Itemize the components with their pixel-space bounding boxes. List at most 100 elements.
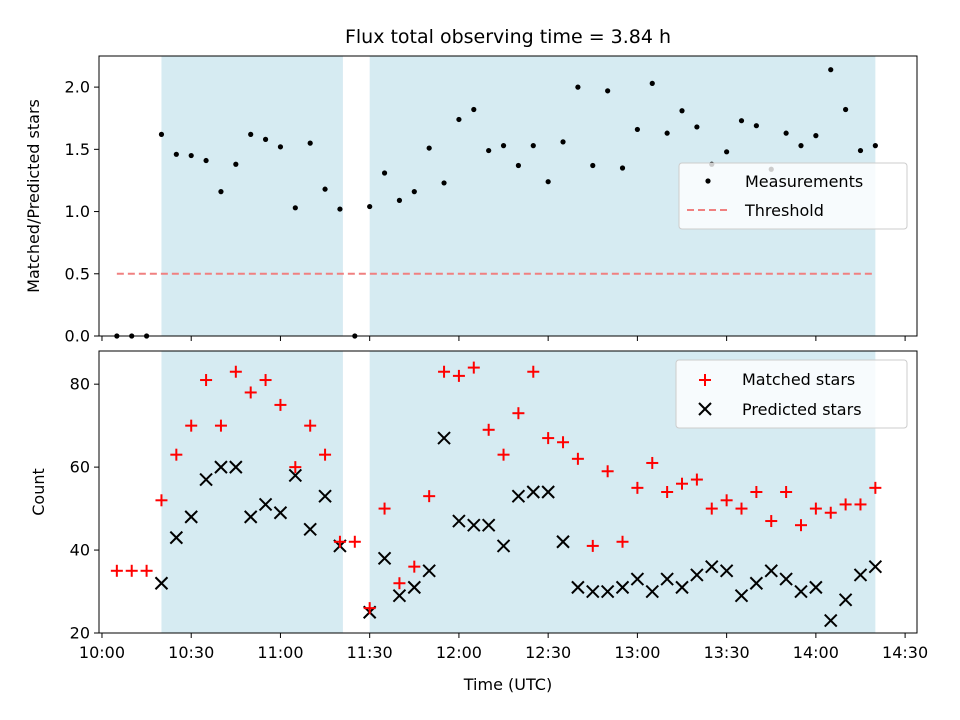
measurement-point — [203, 157, 209, 164]
matched-stars-point — [125, 564, 138, 577]
measurement-point — [337, 206, 343, 212]
predicted-stars-point — [273, 506, 288, 520]
predicted-stars-point — [794, 584, 808, 599]
predicted-stars-point — [660, 572, 674, 586]
bottom-legend: Matched stars Predicted stars — [675, 359, 908, 429]
predicted-stars-point — [615, 580, 630, 595]
legend-measurements-marker — [705, 178, 711, 184]
measurement-point — [218, 189, 224, 195]
measurement-point — [590, 162, 596, 169]
matched-stars-point — [185, 419, 198, 432]
measurement-point — [367, 203, 373, 210]
matched-stars-point — [110, 564, 123, 577]
bottom-y-tick-label: 40 — [70, 541, 90, 560]
measurement-point — [277, 144, 284, 150]
predicted-stars-point — [600, 584, 615, 599]
measurement-point — [783, 130, 789, 136]
top-y-tick-label: 0.5 — [65, 264, 90, 283]
matched-stars-point — [571, 452, 584, 465]
predicted-stars-point — [288, 468, 303, 483]
predicted-stars-point — [407, 580, 422, 595]
predicted-stars-point — [734, 588, 749, 603]
predicted-stars-point — [303, 522, 317, 537]
measurement-point — [262, 136, 269, 142]
predicted-stars-point — [645, 584, 659, 599]
bottom-y-tick-label: 60 — [70, 458, 90, 477]
matched-stars-point — [438, 365, 451, 378]
matched-stars-point — [408, 560, 421, 573]
predicted-stars-points — [154, 431, 883, 628]
matched-stars-point — [676, 477, 689, 490]
matched-stars-point — [452, 369, 465, 382]
predicted-stars-point — [199, 472, 213, 487]
predicted-stars-point — [184, 510, 198, 524]
predicted-stars-point — [422, 564, 436, 578]
matched-stars-point — [363, 602, 376, 615]
legend-threshold-label: Threshold — [744, 201, 824, 220]
measurement-point — [649, 80, 655, 86]
measurement-point — [396, 197, 403, 203]
measurement-point — [233, 161, 239, 167]
matched-stars-point — [869, 481, 882, 494]
matched-stars-point — [557, 436, 570, 449]
x-tick-label: 10:30 — [168, 643, 214, 662]
predicted-stars-point — [749, 576, 764, 590]
predicted-stars-point — [229, 460, 243, 474]
matched-stars-point — [616, 535, 629, 548]
matched-stars-point — [527, 365, 540, 378]
bottom-y-tick-label: 80 — [70, 375, 90, 394]
measurement-point — [813, 133, 819, 139]
measurement-point — [500, 143, 507, 149]
matched-stars-point — [304, 419, 317, 432]
matched-stars-point — [289, 461, 302, 474]
measurement-point — [545, 179, 551, 185]
measurement-point — [798, 143, 804, 149]
top-y-tick-label: 2.0 — [65, 78, 90, 97]
top-legend: Measurements Threshold — [678, 162, 908, 230]
predicted-stars-point — [154, 576, 169, 590]
measurement-point — [441, 180, 447, 186]
matched-stars-point — [780, 486, 793, 498]
x-tick-label: 12:00 — [436, 643, 482, 662]
measurement-point — [381, 170, 388, 176]
predicted-stars-point — [556, 535, 570, 549]
bottom-axes-frame — [98, 350, 918, 634]
measurement-point — [426, 145, 432, 151]
matched-stars-point — [378, 502, 391, 515]
x-axis-label: Time (UTC) — [463, 675, 552, 694]
chart-title: Flux total observing time = 3.84 h — [345, 26, 671, 48]
matched-stars-point — [542, 432, 555, 445]
measurement-point — [515, 162, 522, 169]
matched-stars-point — [720, 494, 733, 507]
measurement-point — [694, 124, 700, 130]
x-tick-label: 13:00 — [614, 643, 660, 662]
matched-stars-point — [259, 374, 272, 387]
measurement-point — [857, 147, 864, 154]
top-y-axis-label: Matched/Predicted stars — [24, 99, 43, 293]
matched-stars-points — [110, 361, 882, 615]
matched-stars-point — [601, 465, 614, 478]
predicted-stars-point — [214, 460, 228, 474]
predicted-stars-point — [586, 584, 600, 599]
predicted-stars-point — [705, 559, 719, 574]
matched-stars-point — [482, 423, 495, 436]
matched-stars-point — [155, 494, 168, 507]
predicted-stars-point — [630, 572, 645, 586]
measurement-point — [560, 139, 566, 145]
measurement-point — [530, 143, 536, 149]
predicted-stars-point — [169, 530, 184, 545]
measurement-point — [679, 108, 685, 114]
predicted-stars-point — [868, 559, 883, 574]
x-tick-label: 14:00 — [793, 643, 839, 662]
matched-stars-point — [794, 519, 807, 532]
matched-stars-point — [348, 535, 361, 548]
matched-stars-point — [750, 486, 763, 498]
x-tick-label: 14:30 — [882, 643, 928, 662]
x-tick-label: 11:30 — [347, 643, 393, 662]
predicted-stars-point — [571, 580, 585, 595]
predicted-stars-point — [511, 489, 526, 503]
measurement-point — [828, 67, 834, 73]
matched-stars-point — [765, 515, 778, 528]
top-y-ticks: 0.0 0.5 1.0 1.5 2.0 — [65, 78, 99, 346]
measurement-point — [292, 205, 298, 211]
